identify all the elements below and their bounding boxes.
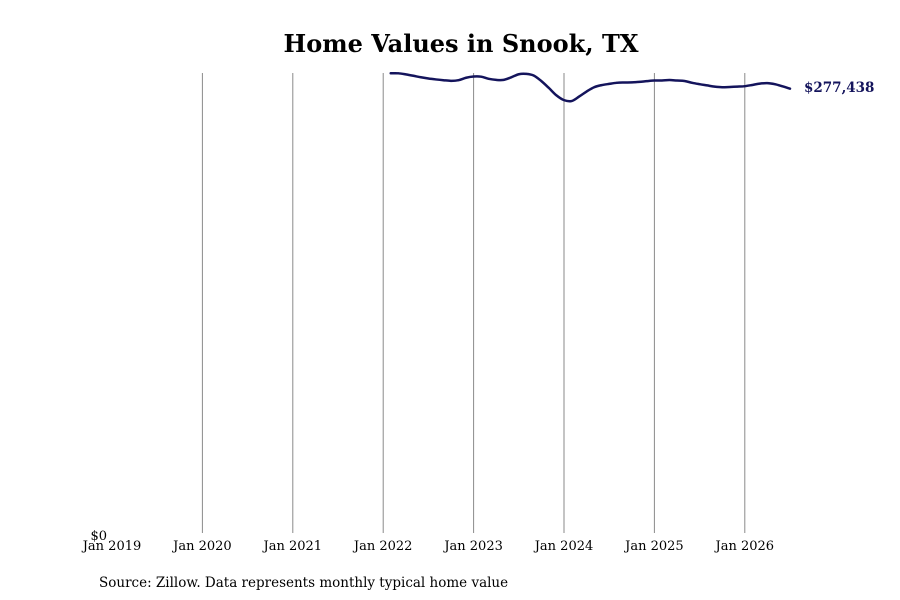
data-point: [389, 72, 392, 75]
data-point: [540, 80, 543, 83]
data-point: [404, 73, 407, 76]
data-point: [660, 79, 663, 82]
data-point: [638, 80, 641, 83]
data-point: [653, 79, 656, 82]
x-tick-label: Jan 2019: [81, 539, 142, 554]
x-tick-label: Jan 2020: [171, 539, 232, 554]
x-tick-label: Jan 2022: [352, 539, 413, 554]
data-point: [397, 72, 400, 75]
gridlines: [201, 73, 746, 533]
chart-title: Home Values in Snook, TX: [284, 29, 639, 58]
y-tick-label-zero: $0: [90, 529, 107, 544]
data-point: [751, 83, 754, 86]
data-point: [645, 80, 648, 83]
data-point: [781, 85, 784, 88]
data-point: [713, 85, 716, 88]
data-point: [608, 82, 611, 85]
data-point: [698, 83, 701, 86]
data-point: [773, 83, 776, 86]
data-point: [721, 86, 724, 89]
data-point: [623, 81, 626, 84]
data-point: [668, 79, 671, 82]
x-tick-label: Jan 2025: [623, 539, 684, 554]
data-point: [442, 79, 445, 82]
data-point: [547, 87, 550, 90]
x-tick-label: Jan 2023: [442, 539, 503, 554]
data-point: [510, 76, 513, 79]
data-point: [676, 79, 678, 82]
source-note: Source: Zillow. Data represents monthly …: [99, 575, 508, 591]
x-tick-label: Jan 2026: [714, 539, 775, 554]
end-value-label: $277,438: [804, 80, 874, 96]
data-point: [615, 81, 618, 84]
data-point: [578, 95, 581, 98]
data-point: [419, 76, 422, 79]
data-point: [728, 85, 731, 88]
data-point: [706, 84, 709, 87]
data-point: [434, 78, 437, 81]
data-point: [683, 79, 686, 82]
data-point: [480, 75, 483, 78]
data-point: [450, 79, 452, 82]
data-point: [630, 81, 633, 84]
data-point: [495, 78, 498, 81]
data-point: [563, 99, 565, 102]
data-point: [472, 75, 475, 78]
data-point: [766, 82, 769, 85]
data-point: [427, 77, 430, 80]
data-point: [789, 87, 791, 90]
data-point: [600, 84, 603, 87]
data-point: [585, 90, 588, 93]
data-point: [457, 79, 460, 82]
data-point: [465, 76, 468, 79]
data-point: [743, 85, 746, 88]
data-point: [517, 73, 520, 76]
data-point: [555, 94, 558, 97]
data-point: [532, 74, 535, 77]
x-axis-ticks: Jan 2019 Jan 2020 Jan 2021 Jan 2022 Jan 2023…: [81, 539, 774, 554]
data-point: [525, 72, 528, 75]
data-point: [487, 77, 490, 80]
data-point: [593, 86, 596, 89]
x-tick-label: Jan 2021: [262, 539, 323, 554]
data-point: [412, 74, 415, 77]
data-point: [691, 81, 694, 84]
data-point: [758, 82, 761, 85]
series-layer: [389, 71, 792, 103]
data-point: [570, 100, 573, 103]
data-point: [736, 85, 739, 88]
data-point: [502, 78, 505, 81]
x-tick-label: Jan 2024: [533, 539, 594, 554]
